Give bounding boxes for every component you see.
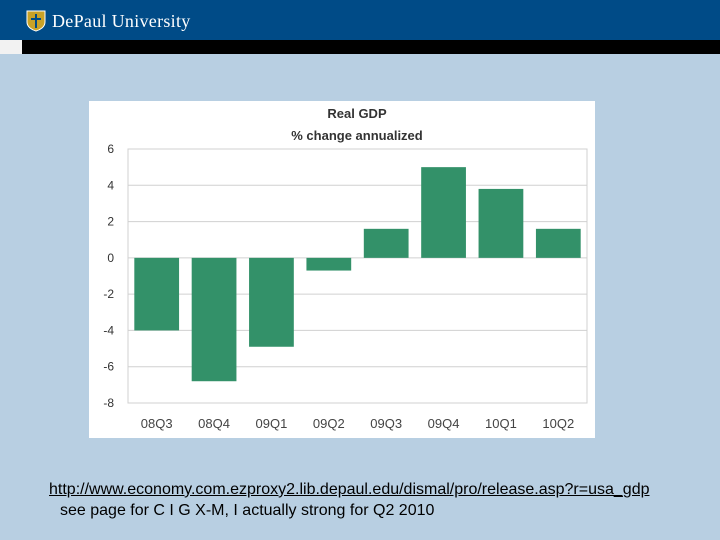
x-tick-label: 08Q4: [198, 416, 230, 431]
source-note: see page for C I G X-M, I actually stron…: [60, 502, 435, 519]
source-link[interactable]: http://www.economy.com.ezproxy2.lib.depa…: [49, 481, 650, 498]
gdp-chart: Real GDP % change annualized 6 4 2 0 -2 -4 -6 -…: [89, 101, 595, 438]
y-tick-label: 6: [107, 142, 114, 156]
bar-09q4: [421, 167, 466, 258]
header-stripe-accent: [0, 40, 22, 54]
bar-10q2: [535, 228, 581, 258]
bar-08q4: [191, 257, 237, 382]
y-tick-label: 2: [107, 215, 114, 229]
bar-09q3: [363, 228, 409, 258]
x-tick-label: 09Q2: [313, 416, 345, 431]
y-tick-label: -6: [103, 360, 114, 374]
university-logo[interactable]: DePaul University: [26, 9, 191, 33]
x-tick-label: 09Q1: [256, 416, 288, 431]
x-tick-label: 10Q1: [485, 416, 517, 431]
y-tick-label: 4: [107, 178, 114, 192]
bar-10q1: [478, 188, 524, 258]
bar-08q3: [134, 257, 180, 331]
y-tick-label: -8: [103, 396, 114, 410]
y-tick-label: -2: [103, 287, 114, 301]
crest-icon: [26, 10, 46, 32]
chart-title: Real GDP: [327, 106, 387, 121]
x-tick-label: 09Q3: [370, 416, 402, 431]
y-tick-label: -4: [103, 323, 114, 337]
logo-text: DePaul University: [52, 10, 191, 31]
chart-subtitle: % change annualized: [291, 128, 423, 143]
bar-09q2: [306, 257, 352, 271]
bar-09q1: [249, 257, 294, 347]
x-tick-label: 08Q3: [141, 416, 173, 431]
y-tick-label: 0: [107, 251, 114, 265]
x-tick-label: 10Q2: [542, 416, 574, 431]
chart-svg: Real GDP % change annualized 6 4 2 0 -2 -4 -6 -…: [103, 106, 588, 431]
header-stripe: [0, 40, 720, 54]
header-band: [0, 0, 720, 40]
x-tick-label: 09Q4: [428, 416, 460, 431]
